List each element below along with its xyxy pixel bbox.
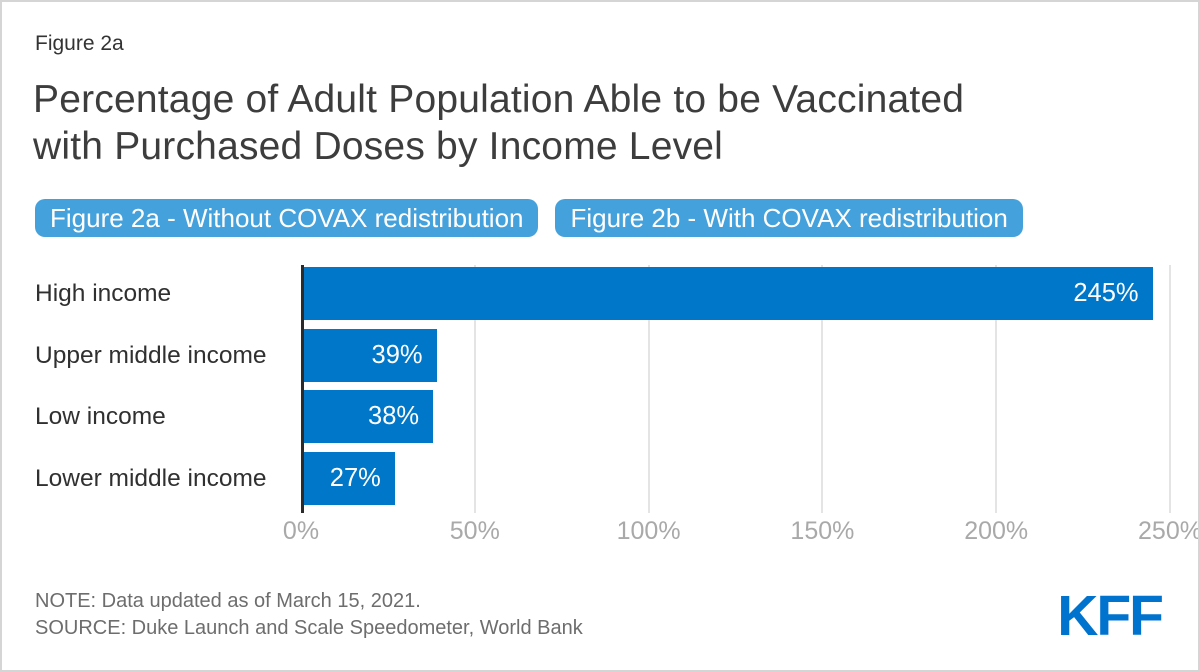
gridline bbox=[995, 265, 998, 513]
kff-logo: KFF bbox=[1057, 584, 1164, 648]
gridline bbox=[473, 265, 476, 513]
page-title: Percentage of Adult Population Able to b… bbox=[33, 76, 964, 170]
bar-value-label: 39% bbox=[371, 341, 423, 369]
category-axis: High income Upper middle income Low income… bbox=[35, 265, 301, 513]
x-tick-label: 250% bbox=[1138, 517, 1200, 545]
category-label: Lower middle income bbox=[35, 465, 267, 492]
bar-value-label: 27% bbox=[329, 464, 381, 492]
figure-label: Figure 2a bbox=[35, 32, 124, 55]
tab-figure-2a-without-covax[interactable]: Figure 2a - Without COVAX redistribution bbox=[35, 199, 539, 237]
note-text: NOTE: Data updated as of March 15, 2021. bbox=[35, 590, 421, 612]
x-tick-label: 50% bbox=[449, 517, 500, 545]
bar-chart: High income Upper middle income Low income… bbox=[35, 265, 1198, 550]
x-tick-label: 0% bbox=[282, 517, 320, 545]
y-axis-line bbox=[301, 265, 304, 513]
figure-tabs: Figure 2a - Without COVAX redistribution… bbox=[35, 199, 1023, 237]
title-line-2: with Purchased Doses by Income Level bbox=[33, 125, 724, 168]
x-tick-label: 200% bbox=[964, 517, 1029, 545]
bar: 245% bbox=[301, 267, 1153, 320]
bar: 38% bbox=[301, 390, 434, 443]
bar-value-label: 38% bbox=[368, 402, 420, 430]
gridline bbox=[821, 265, 824, 513]
x-tick-label: 100% bbox=[616, 517, 681, 545]
source-text: SOURCE: Duke Launch and Scale Speedomete… bbox=[35, 617, 583, 639]
gridline bbox=[1169, 265, 1171, 513]
category-label: Upper middle income bbox=[35, 342, 267, 369]
category-label: Low income bbox=[35, 403, 166, 430]
title-line-1: Percentage of Adult Population Able to b… bbox=[33, 78, 965, 121]
tab-figure-2b-with-covax[interactable]: Figure 2b - With COVAX redistribution bbox=[555, 199, 1023, 237]
plot-area: 245% 39% 38% 27% bbox=[301, 265, 1171, 513]
gridline bbox=[647, 265, 650, 513]
x-tick-label: 150% bbox=[790, 517, 855, 545]
category-label: High income bbox=[35, 280, 172, 307]
bar: 27% bbox=[301, 452, 395, 505]
bar-value-label: 245% bbox=[1073, 279, 1139, 307]
bar: 39% bbox=[301, 329, 437, 382]
footer-notes: NOTE: Data updated as of March 15, 2021.… bbox=[35, 588, 583, 642]
x-axis-ticks: 0% 50% 100% 150% 200% 250% bbox=[283, 517, 1198, 549]
